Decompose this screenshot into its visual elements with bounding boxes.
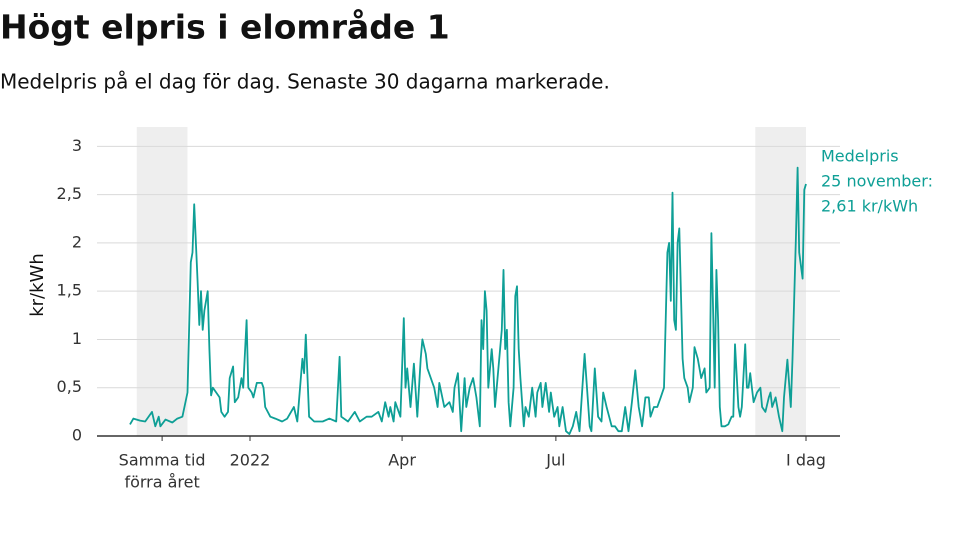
x-tick-label: Apr [388, 451, 416, 470]
chart-subtitle: Medelpris på el dag för dag. Senaste 30 … [0, 70, 610, 94]
y-tick-label: 3 [72, 136, 82, 155]
x-tick-label: Jul [545, 451, 565, 470]
chart-title: Högt elpris i elområde 1 [0, 8, 450, 47]
x-tick-label: förra året [124, 473, 199, 492]
x-tick-label: I dag [786, 451, 826, 470]
y-tick-label: 0 [72, 426, 82, 445]
y-tick-label: 2 [72, 232, 82, 251]
x-tick-label: 2022 [230, 451, 271, 470]
y-tick-label: 0,5 [57, 377, 82, 396]
annotation: 2,61 kr/kWh [821, 197, 918, 216]
annotation: Medelpris [821, 147, 899, 166]
annotation: 25 november: [821, 172, 933, 191]
y-tick-label: 1,5 [57, 281, 82, 300]
price-line [129, 166, 807, 435]
x-tick-label: Samma tid [119, 451, 206, 470]
y-tick-label: 2,5 [57, 184, 82, 203]
y-axis-label: kr/kWh [27, 253, 48, 317]
highlight-band [136, 127, 188, 436]
y-tick-label: 1 [72, 329, 82, 348]
